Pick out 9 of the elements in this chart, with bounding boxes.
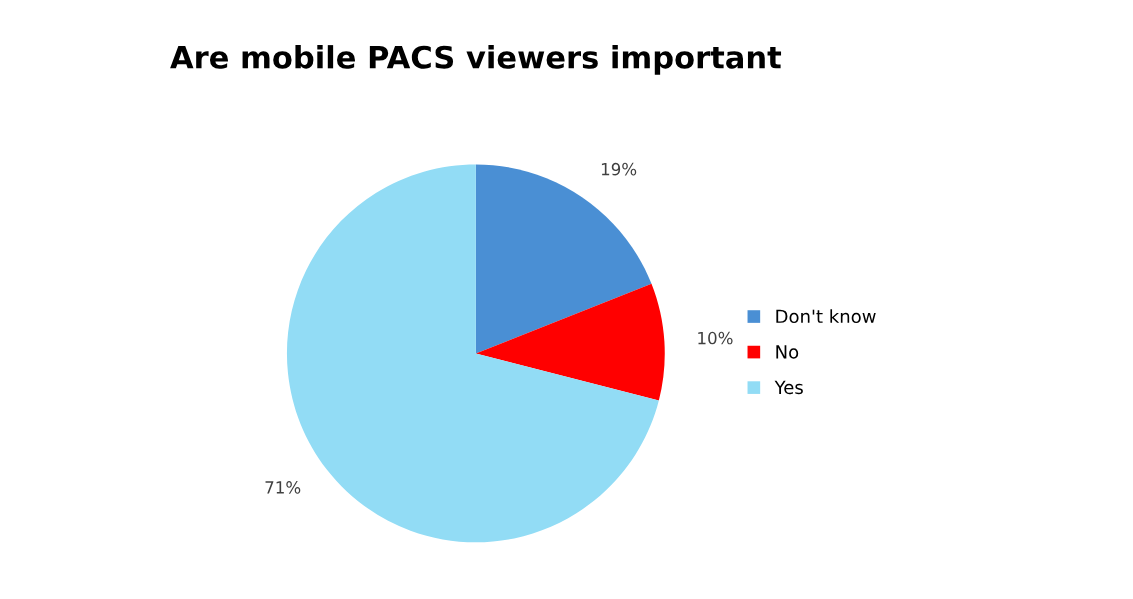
data-label: 71%	[265, 481, 301, 494]
data-label: 10%	[698, 331, 733, 345]
legend-label: No	[776, 345, 799, 359]
chart-title: Are mobile PACS viewers important	[170, 45, 782, 75]
legend-label: Don't know	[776, 309, 876, 324]
pie-slice	[475, 283, 665, 401]
pie-slice	[475, 164, 652, 354]
data-label: 19%	[601, 162, 637, 176]
legend-label: Yes	[774, 380, 803, 395]
